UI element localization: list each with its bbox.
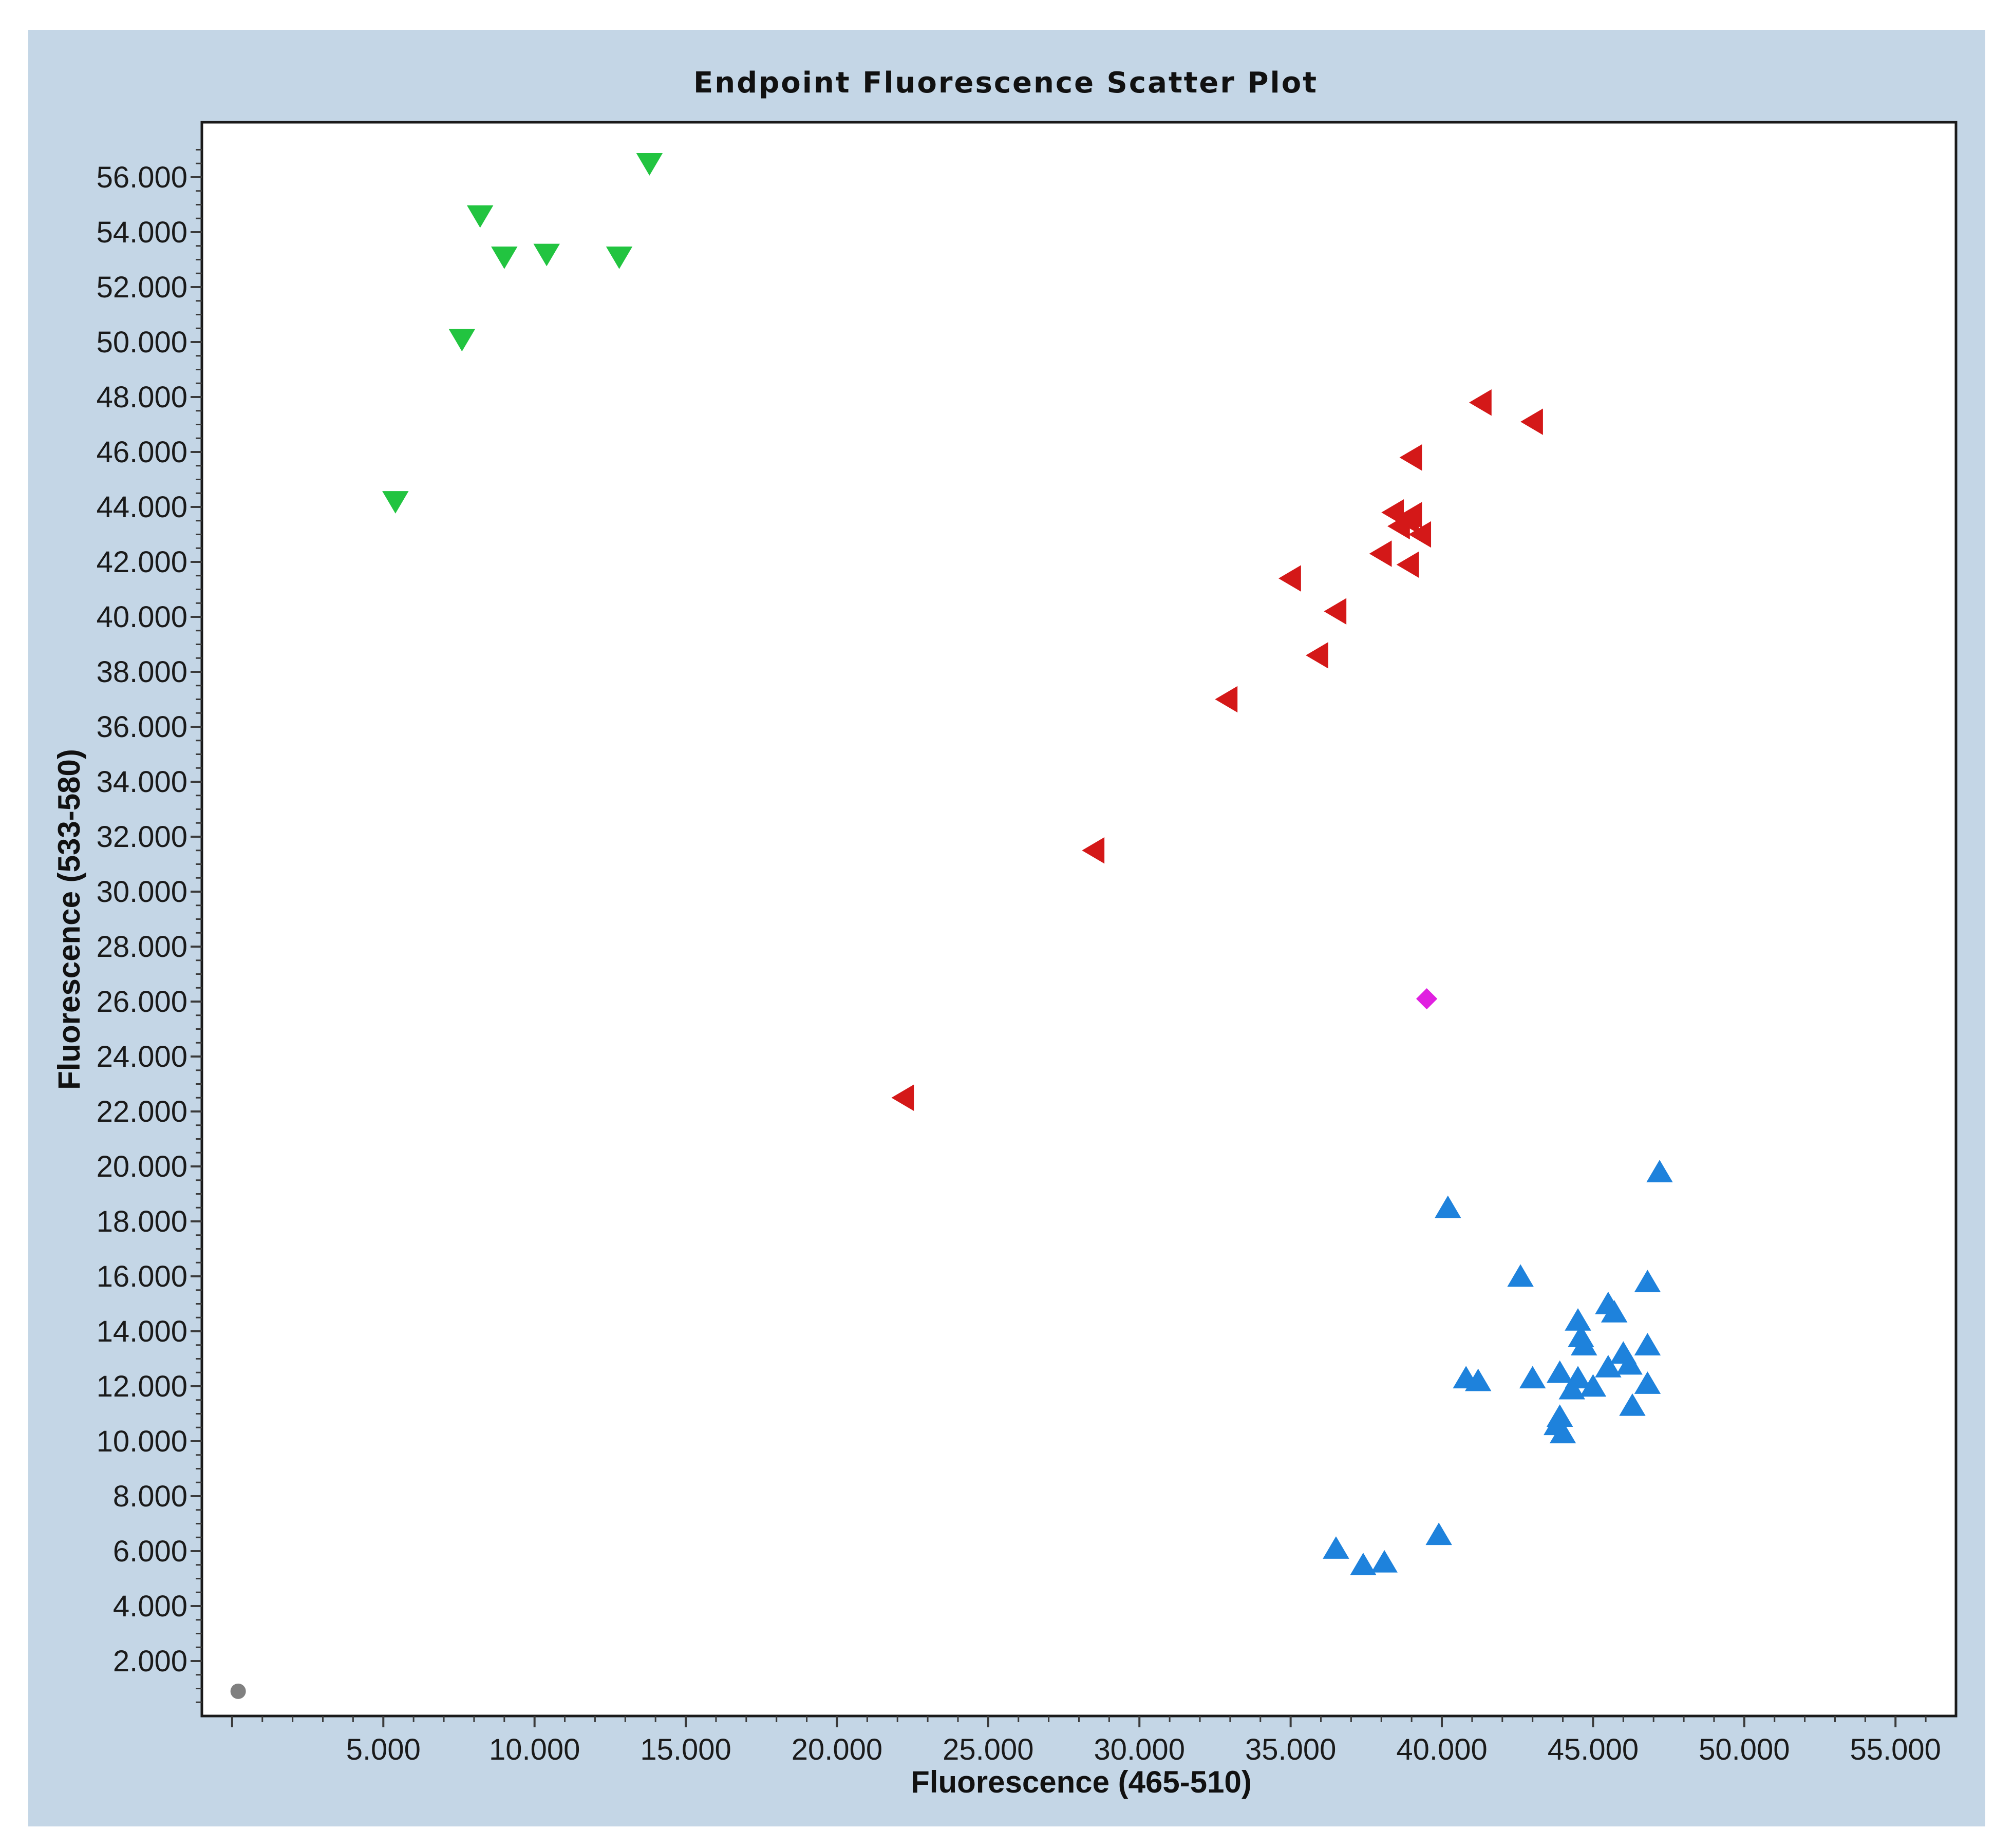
y-tick-label: 38.000 [97, 655, 187, 689]
triangle-up-point [1601, 1299, 1628, 1323]
x-tick-label: 45.000 [1548, 1733, 1639, 1766]
y-tick-label: 48.000 [97, 381, 187, 414]
triangle-left-point [1306, 642, 1328, 669]
triangle-left-point [1520, 408, 1543, 435]
triangle-up-point [1435, 1195, 1461, 1218]
y-tick-label: 4.000 [113, 1590, 187, 1623]
y-axis: 2.000 4.000 6.000 8.000 10.000 12.000 14.000 16… [97, 149, 202, 1703]
x-axis: 5.000 10.000 15.000 20.000 25.000 30.000 35.00… [231, 1716, 1941, 1766]
triangle-up-point [1579, 1374, 1607, 1397]
triangle-up-point [1619, 1393, 1646, 1416]
triangle-down-point [606, 246, 633, 269]
y-axis-label: Fluorescence (533-580) [52, 749, 86, 1090]
x-tick-label: 5.000 [346, 1733, 421, 1766]
y-tick-label: 12.000 [97, 1370, 187, 1403]
triangle-up-point [1616, 1352, 1643, 1375]
triangle-down-point [448, 329, 476, 352]
y-tick-label: 34.000 [97, 765, 187, 799]
triangle-up-point [1507, 1264, 1534, 1287]
y-tick-label: 46.000 [97, 436, 187, 469]
y-tick-label: 22.000 [97, 1095, 187, 1128]
x-tick-label: 55.000 [1850, 1733, 1941, 1766]
y-tick-label: 50.000 [97, 326, 187, 359]
triangle-up-point [1595, 1354, 1622, 1378]
triangle-left-point [1396, 551, 1419, 578]
x-tick-label: 20.000 [792, 1733, 882, 1766]
chart-title: Endpoint Fluorescence Scatter Plot [693, 66, 1318, 100]
triangle-left-point [1469, 389, 1492, 416]
triangle-down-point [491, 246, 518, 269]
triangle-left-point [1082, 837, 1105, 864]
y-tick-label: 56.000 [97, 161, 187, 194]
triangle-up-point [1634, 1270, 1661, 1292]
triangle-up-point [1323, 1536, 1349, 1559]
y-tick-label: 28.000 [97, 930, 187, 964]
x-tick-label: 40.000 [1396, 1733, 1487, 1766]
x-axis-label: Fluorescence (465-510) [911, 1765, 1252, 1799]
x-tick-label: 25.000 [943, 1733, 1033, 1766]
y-tick-label: 26.000 [97, 985, 187, 1019]
triangle-up-point [1634, 1333, 1661, 1355]
triangle-down-point [636, 153, 663, 176]
diamond-point [1416, 988, 1438, 1010]
triangle-left-point [1278, 565, 1301, 592]
y-tick-label: 10.000 [97, 1425, 187, 1458]
circle-point [230, 1683, 246, 1699]
triangle-left-point [1215, 686, 1238, 713]
triangle-up-point [1546, 1360, 1573, 1383]
y-tick-label: 40.000 [97, 600, 187, 634]
y-tick-label: 18.000 [97, 1205, 187, 1238]
y-tick-label: 42.000 [97, 545, 187, 579]
triangle-up-point [1371, 1550, 1398, 1573]
triangle-up-point [1464, 1368, 1492, 1391]
triangle-up-point [1634, 1371, 1661, 1394]
x-tick-label: 30.000 [1094, 1733, 1185, 1766]
y-tick-label: 8.000 [113, 1480, 187, 1513]
triangle-up-point [1350, 1553, 1377, 1575]
triangle-left-point [891, 1084, 914, 1111]
triangle-left-point [1369, 540, 1392, 567]
triangle-down-point [533, 243, 560, 267]
triangle-up-point [1571, 1333, 1597, 1355]
triangle-down-point [382, 491, 409, 514]
y-tick-label: 30.000 [97, 875, 187, 909]
y-tick-label: 6.000 [113, 1535, 187, 1568]
x-tick-label: 50.000 [1699, 1733, 1790, 1766]
triangle-left-point [1381, 499, 1404, 526]
y-tick-label: 16.000 [97, 1260, 187, 1293]
x-tick-label: 15.000 [640, 1733, 731, 1766]
y-tick-label: 52.000 [97, 271, 187, 304]
triangle-up-point [1519, 1366, 1546, 1389]
x-tick-label: 10.000 [489, 1733, 580, 1766]
y-tick-label: 14.000 [97, 1315, 187, 1348]
triangle-up-point [1558, 1376, 1585, 1400]
plot-area [200, 121, 1958, 1718]
y-tick-label: 36.000 [97, 710, 187, 744]
y-tick-label: 44.000 [97, 491, 187, 524]
triangle-left-point [1399, 444, 1422, 471]
y-tick-label: 54.000 [97, 216, 187, 249]
y-tick-label: 24.000 [97, 1040, 187, 1073]
triangle-up-point [1425, 1522, 1452, 1545]
triangle-up-point [1646, 1160, 1673, 1182]
triangle-up-point [1549, 1421, 1576, 1444]
triangle-left-point [1408, 521, 1432, 548]
triangle-left-point [1396, 507, 1419, 534]
triangle-left-point [1324, 598, 1347, 625]
data-points [230, 153, 1673, 1699]
x-tick-label: 35.000 [1245, 1733, 1336, 1766]
triangle-down-point [466, 205, 494, 228]
y-tick-label: 20.000 [97, 1150, 187, 1183]
y-tick-label: 32.000 [97, 820, 187, 854]
y-tick-label: 2.000 [113, 1645, 187, 1678]
